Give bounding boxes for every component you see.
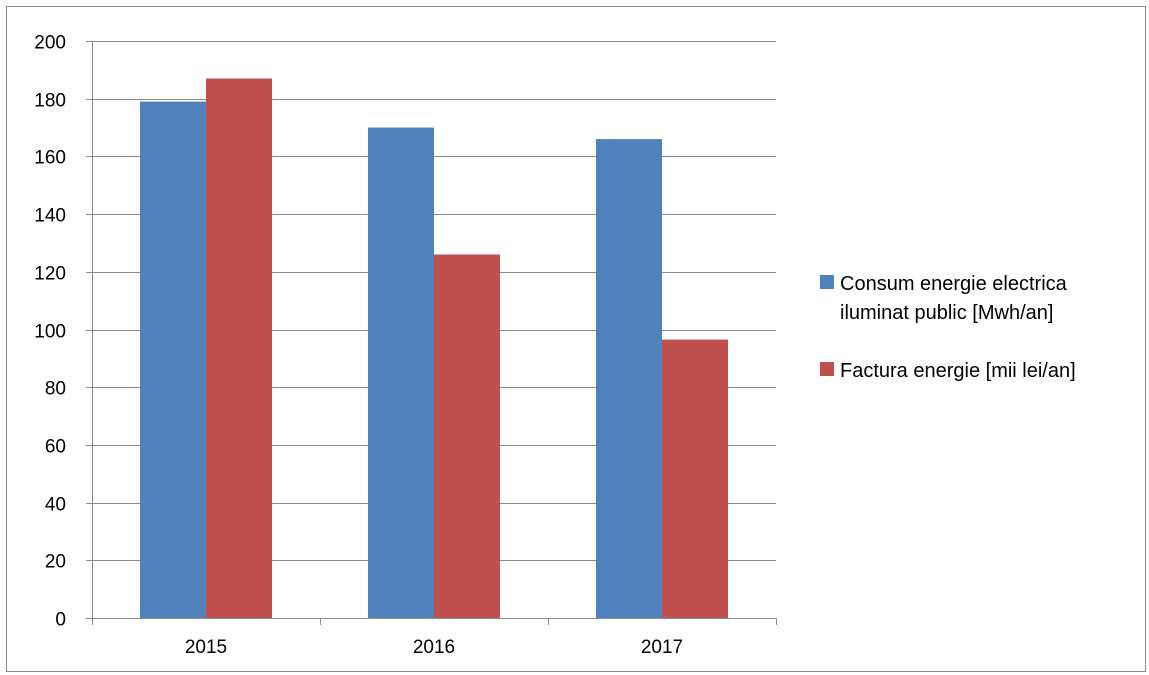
y-tick-label: 160: [34, 148, 66, 169]
axes: 0 20 40 60 80 100 120 140 160 180 200 2015 2016 2017: [34, 33, 777, 658]
legend: Consum energie electrica iluminat public …: [820, 273, 1076, 382]
y-tick-label: 180: [34, 91, 66, 112]
bar-4f81bd-2015: [140, 101, 206, 618]
x-tick-label: 2016: [413, 637, 455, 658]
bar-4f81bd-2016: [368, 127, 434, 619]
y-tick-label: 60: [45, 437, 66, 458]
y-tick-label: 140: [34, 206, 66, 227]
y-tick-label: 120: [34, 264, 66, 285]
y-tick-label: 20: [45, 552, 66, 573]
x-tick-label: 2017: [641, 637, 683, 658]
y-tick-label: 80: [45, 379, 66, 400]
x-tick-label: 2015: [185, 637, 227, 658]
bar-c0504d-2016: [434, 254, 500, 619]
legend-swatch: [820, 275, 834, 289]
bars: [140, 78, 728, 619]
legend-label: iluminat public [Mwh/an]: [840, 302, 1053, 324]
bar-c0504d-2015: [206, 78, 272, 618]
legend-label: Consum energie electrica: [840, 273, 1068, 295]
legend-swatch: [820, 362, 834, 376]
bar-c0504d-2017: [662, 339, 728, 618]
y-tick-label: 40: [45, 495, 66, 516]
bar-4f81bd-2017: [596, 139, 662, 618]
y-tick-label: 200: [34, 33, 66, 54]
y-tick-label: 100: [34, 322, 66, 343]
legend-label: Factura energie [mii lei/an]: [840, 360, 1076, 382]
y-tick-label: 0: [55, 610, 66, 631]
